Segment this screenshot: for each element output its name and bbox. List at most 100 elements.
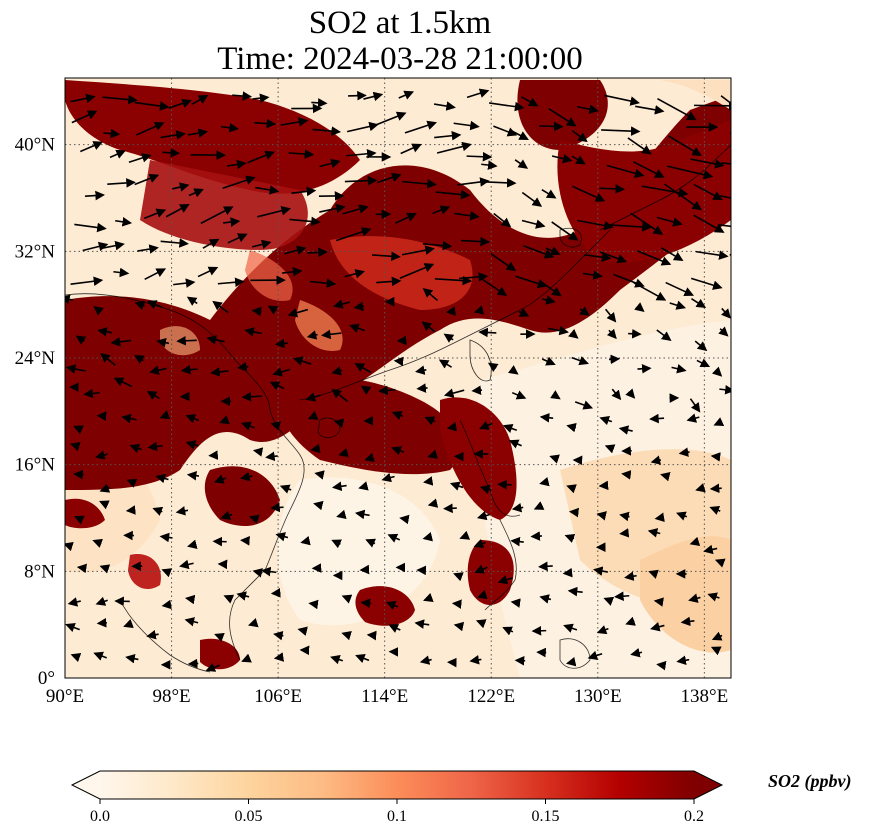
wind-arrow [376, 276, 402, 287]
wind-arrow [650, 622, 665, 632]
wind-arrow [566, 422, 577, 433]
wind-arrow [92, 538, 103, 548]
wind-arrow [341, 631, 352, 641]
wind-arrow [481, 278, 508, 297]
wind-arrow [609, 354, 621, 365]
wind-arrow [695, 483, 706, 493]
wind-arrow [65, 364, 86, 374]
colorbar-gradient [100, 771, 694, 799]
wind-arrow [358, 481, 369, 491]
wind-arrow [479, 420, 493, 430]
wind-arrow [710, 452, 721, 462]
wind-arrow [160, 130, 186, 140]
wind-arrow [477, 589, 488, 600]
wind-arrow [244, 327, 262, 337]
wind-arrow [65, 294, 73, 304]
lon-tick-label: 130°E [574, 686, 622, 707]
lon-tick-label: 98°E [152, 686, 190, 707]
lat-tick-label: 32°N [15, 241, 56, 262]
colorbar-title: SO2 (ppbv) [768, 771, 852, 792]
wind-arrow [606, 164, 645, 178]
wind-arrow [393, 356, 404, 367]
wind-arrow [414, 619, 430, 629]
wind-arrow [107, 178, 136, 188]
wind-arrow [593, 566, 609, 576]
wind-arrow [457, 177, 490, 187]
wind-arrow [188, 188, 204, 198]
wind-arrow [493, 125, 518, 137]
wind-arrow [110, 337, 132, 347]
wind-arrow [648, 569, 659, 579]
wind-arrow [721, 307, 731, 319]
wind-arrow [251, 239, 272, 250]
wind-arrow [146, 300, 163, 310]
wind-arrow [473, 538, 486, 548]
wind-arrow [333, 418, 345, 428]
wind-arrow [307, 247, 328, 258]
wind-arrow [434, 275, 473, 286]
colorbar-tick-label: 0.15 [532, 808, 560, 825]
wind-arrow [627, 137, 652, 155]
wind-arrow [647, 528, 661, 538]
wind-arrow [70, 93, 96, 104]
wind-arrow [159, 532, 173, 543]
wind-arrow [360, 598, 372, 609]
wind-arrow [247, 150, 275, 164]
wind-arrow [729, 132, 731, 135]
latitude-axis: 0° 8°N 16°N 24°N 32°N 40°N [15, 135, 56, 689]
wind-arrow [307, 410, 319, 420]
wind-arrow [619, 528, 630, 538]
wind-arrow [422, 240, 453, 251]
wind-arrow [539, 121, 564, 132]
wind-arrow [576, 104, 599, 114]
wind-arrow [103, 128, 121, 139]
wind-arrow [99, 564, 111, 574]
wind-arrow [565, 656, 577, 667]
wind-arrow [385, 601, 399, 611]
wind-arrow [515, 275, 548, 289]
wind-arrow [551, 221, 579, 241]
wind-arrow [596, 511, 607, 521]
wind-arrow [100, 353, 116, 366]
wind-arrow [333, 299, 351, 309]
colorbar-ticks: 0.0 0.05 0.1 0.15 0.2 [90, 799, 704, 825]
wind-arrow [508, 439, 522, 449]
wind-arrow [550, 390, 561, 400]
wind-arrow [217, 277, 245, 288]
longitude-axis: 90°E 98°E 106°E 114°E 122°E 130°E 138°E [46, 686, 728, 707]
wind-arrow [378, 385, 396, 396]
wind-arrow [454, 210, 480, 221]
wind-arrow [274, 338, 289, 349]
wind-arrow [601, 126, 641, 136]
wind-arrow [355, 654, 370, 663]
wind-arrow [502, 626, 514, 636]
wind-arrow [135, 121, 165, 136]
wind-arrow [729, 253, 731, 257]
wind-arrow [730, 269, 731, 271]
wind-arrow [65, 542, 74, 552]
wind-arrow [668, 135, 702, 157]
wind-arrow [391, 446, 405, 456]
wind-arrow [571, 130, 588, 143]
wind-arrow [656, 329, 672, 341]
wind-arrow [308, 599, 319, 610]
wind-arrow [693, 214, 725, 233]
wind-arrow [161, 599, 172, 610]
wind-arrow [309, 278, 337, 288]
wind-arrow [696, 358, 711, 368]
wind-arrow [453, 572, 464, 582]
wind-arrow [551, 153, 573, 164]
wind-arrow [247, 618, 259, 628]
wind-arrow [707, 592, 720, 602]
wind-arrow [611, 388, 622, 401]
wind-arrow [185, 414, 200, 424]
wind-arrow [604, 444, 616, 454]
wind-arrow [288, 149, 315, 159]
wind-arrow [401, 245, 435, 256]
wind-arrow [222, 175, 256, 190]
wind-arrow [365, 538, 376, 548]
colorbar-min-extension [72, 771, 100, 799]
colorbar-tick-label: 0.2 [684, 808, 704, 825]
wind-arrow [297, 626, 308, 636]
